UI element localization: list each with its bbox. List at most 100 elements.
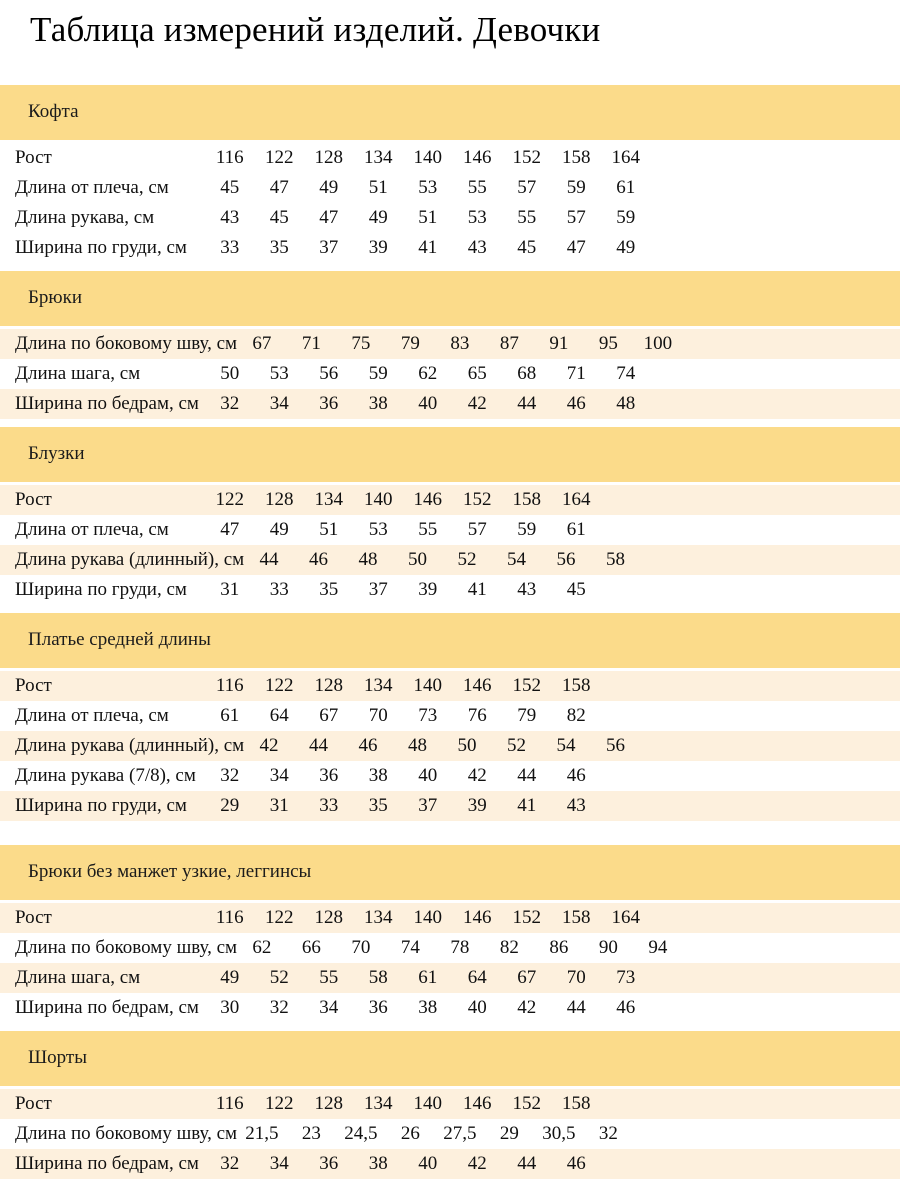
value-cell: 94	[648, 936, 668, 958]
section-header-band: Брюки	[0, 270, 900, 326]
table-row: Рост 116 122 128 134 140 146 152 158 164	[0, 142, 900, 173]
value-cell: 61	[220, 704, 240, 726]
value-cell: 152	[512, 146, 542, 168]
value-cell: 43	[467, 236, 487, 258]
row-label: Длина шага, см	[15, 966, 141, 988]
row-label: Ширина по груди, см	[15, 578, 187, 600]
value-cell: 140	[364, 488, 393, 510]
value-cell: 55	[467, 176, 487, 198]
section-header-band: Блузки	[0, 426, 900, 482]
value-cell: 48	[358, 548, 378, 570]
value-cell: 51	[319, 518, 339, 540]
value-cell: 58	[368, 966, 388, 988]
value-cell: 95	[598, 332, 618, 354]
value-cell: 46	[566, 1152, 586, 1174]
value-cell: 23	[301, 1122, 321, 1144]
value-cell: 36	[319, 1152, 339, 1174]
row-label: Длина рукава (7/8), см	[15, 764, 196, 786]
value-cell: 45	[220, 176, 240, 198]
value-cell: 128	[314, 906, 344, 928]
value-cell: 146	[463, 906, 492, 928]
value-cell: 30,5	[542, 1122, 576, 1144]
value-cell: 46	[566, 392, 586, 414]
value-cell: 73	[616, 966, 636, 988]
table-row: Рост 122 128 134 140 146 152 158 164	[0, 484, 900, 515]
value-cell: 71	[301, 332, 321, 354]
value-cell: 140	[413, 1092, 443, 1114]
value-cell: 78	[450, 936, 470, 958]
value-cell: 82	[499, 936, 519, 958]
value-cell: 61	[418, 966, 438, 988]
row-label: Длина шага, см	[15, 362, 141, 384]
value-cell: 73	[418, 704, 438, 726]
value-cell: 59	[616, 206, 636, 228]
value-cell: 70	[566, 966, 586, 988]
value-cell: 116	[215, 146, 244, 168]
section-2: Брюки Длина по боковому шву, см 67 71 75 79 83…	[0, 270, 900, 419]
section-header-band: Брюки без манжет узкие, леггинсы	[0, 844, 900, 900]
value-cell: 59	[566, 176, 586, 198]
section-header-band: Кофта	[0, 84, 900, 140]
value-cell: 54	[556, 734, 576, 756]
value-cell: 44	[259, 548, 279, 570]
row-label: Длина рукава (длинный), см	[15, 548, 245, 570]
value-cell: 44	[566, 996, 586, 1018]
value-cell: 52	[269, 966, 289, 988]
value-cell: 76	[467, 704, 487, 726]
table-row: Длина рукава (длинный), см 42 44 46 48 50 52 54…	[0, 730, 900, 761]
row-label: Длина от плеча, см	[15, 518, 169, 540]
value-cell: 164	[562, 488, 591, 510]
value-cell: 116	[215, 1092, 244, 1114]
value-cell: 45	[566, 578, 586, 600]
row-label: Рост	[15, 146, 52, 168]
value-cell: 146	[463, 146, 492, 168]
value-cell: 33	[269, 578, 289, 600]
value-cell: 42	[467, 1152, 487, 1174]
value-cell: 34	[269, 764, 289, 786]
value-cell: 46	[616, 996, 636, 1018]
value-cell: 75	[351, 332, 371, 354]
value-cell: 68	[517, 362, 537, 384]
value-cell: 34	[269, 1152, 289, 1174]
value-cell: 90	[598, 936, 618, 958]
value-cell: 67	[252, 332, 272, 354]
value-cell: 87	[499, 332, 519, 354]
value-cell: 32	[220, 764, 240, 786]
value-cell: 64	[467, 966, 487, 988]
value-cell: 158	[562, 1092, 591, 1114]
value-cell: 24,5	[344, 1122, 378, 1144]
page-title: Таблица измерений изделий. Девочки	[30, 10, 601, 49]
value-cell: 82	[566, 704, 586, 726]
value-cell: 38	[368, 1152, 388, 1174]
value-cell: 36	[368, 996, 388, 1018]
value-cell: 35	[368, 794, 388, 816]
value-cell: 128	[314, 1092, 344, 1114]
value-cell: 128	[265, 488, 294, 510]
value-cell: 49	[616, 236, 636, 258]
value-cell: 50	[220, 362, 240, 384]
value-cell: 43	[220, 206, 240, 228]
value-cell: 49	[220, 966, 240, 988]
value-cell: 116	[215, 674, 244, 696]
value-cell: 70	[368, 704, 388, 726]
table-row: Длина по боковому шву, см 67 71 75 79 83 87 91 9…	[0, 328, 900, 359]
value-cell: 51	[418, 206, 438, 228]
value-cell: 71	[566, 362, 586, 384]
section-4: Платье средней длины Рост 116 122 128 134 140 1…	[0, 612, 900, 821]
value-cell: 53	[368, 518, 388, 540]
row-label: Длина от плеча, см	[15, 176, 169, 198]
value-cell: 122	[265, 146, 294, 168]
section-title: Шорты	[28, 1047, 87, 1069]
value-cell: 55	[319, 966, 339, 988]
value-cell: 128	[314, 146, 344, 168]
value-cell: 55	[418, 518, 438, 540]
value-cell: 33	[319, 794, 339, 816]
value-cell: 36	[319, 764, 339, 786]
value-cell: 44	[517, 764, 537, 786]
value-cell: 37	[418, 794, 438, 816]
value-cell: 164	[611, 146, 641, 168]
value-cell: 65	[467, 362, 487, 384]
value-cell: 42	[259, 734, 279, 756]
value-cell: 158	[562, 674, 591, 696]
